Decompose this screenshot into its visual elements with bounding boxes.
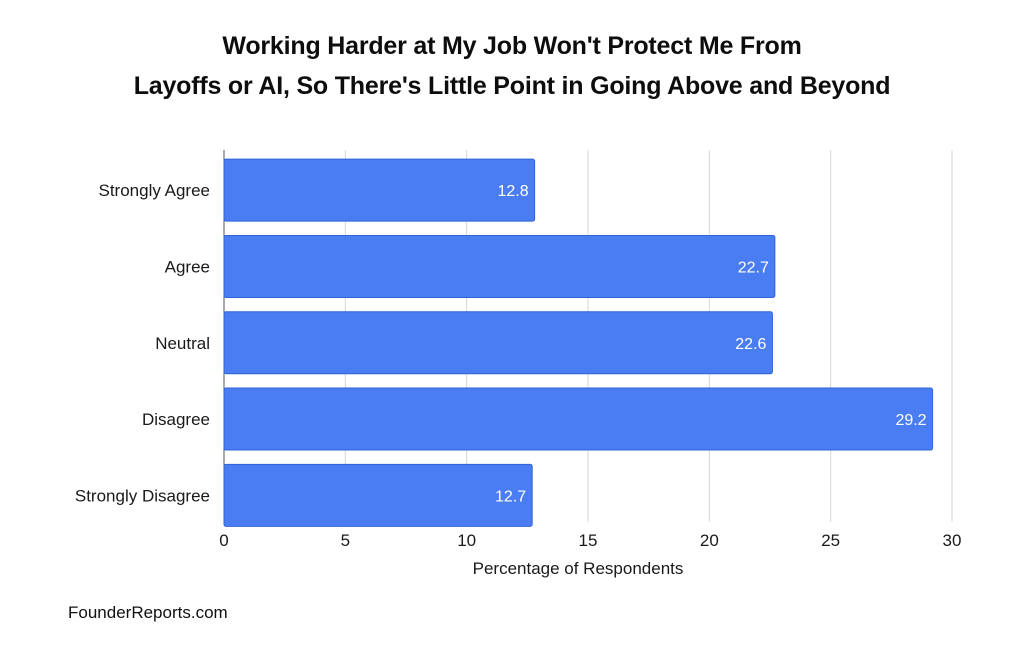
x-tick-label-25: 25 — [821, 531, 840, 550]
category-label-strongly-agree: Strongly Agree — [98, 181, 210, 200]
x-axis-label: Percentage of Respondents — [473, 559, 684, 578]
source-footer: FounderReports.com — [68, 603, 228, 622]
x-tick-labels: 0 5 10 15 20 25 30 — [219, 531, 961, 550]
bar-data-labels: 12.8 22.7 22.6 29.2 12.7 — [495, 183, 927, 505]
bar-value-label: 12.7 — [495, 488, 526, 505]
x-tick-label-20: 20 — [700, 531, 719, 550]
bar-neutral — [223, 311, 773, 375]
category-labels: Strongly Agree Agree Neutral Disagree Strong… — [75, 181, 210, 505]
x-tick-label-10: 10 — [457, 531, 476, 550]
bar-strongly-agree — [223, 158, 536, 222]
x-tick-label-5: 5 — [341, 531, 350, 550]
x-tick-label-0: 0 — [219, 531, 228, 550]
bar-agree — [223, 234, 776, 298]
category-label-disagree: Disagree — [142, 410, 210, 429]
category-label-neutral: Neutral — [155, 334, 210, 353]
x-tick-label-30: 30 — [943, 531, 962, 550]
bar-value-label: 22.7 — [738, 259, 769, 276]
chart-title-line-1: Working Harder at My Job Won't Protect M… — [222, 32, 802, 60]
bars — [223, 158, 934, 527]
category-label-strongly-disagree: Strongly Disagree — [75, 486, 210, 505]
bar-value-label: 12.8 — [497, 183, 528, 200]
chart-title: Working Harder at My Job Won't Protect M… — [0, 26, 1024, 106]
chart-title-line-2: Layoffs or AI, So There's Little Point i… — [133, 72, 891, 100]
bar-strongly-disagree — [223, 463, 533, 527]
category-label-agree: Agree — [165, 257, 210, 276]
bar-disagree — [223, 387, 934, 451]
x-tick-label-15: 15 — [579, 531, 598, 550]
bar-value-label: 22.6 — [735, 336, 766, 353]
bar-value-label: 29.2 — [895, 412, 926, 429]
